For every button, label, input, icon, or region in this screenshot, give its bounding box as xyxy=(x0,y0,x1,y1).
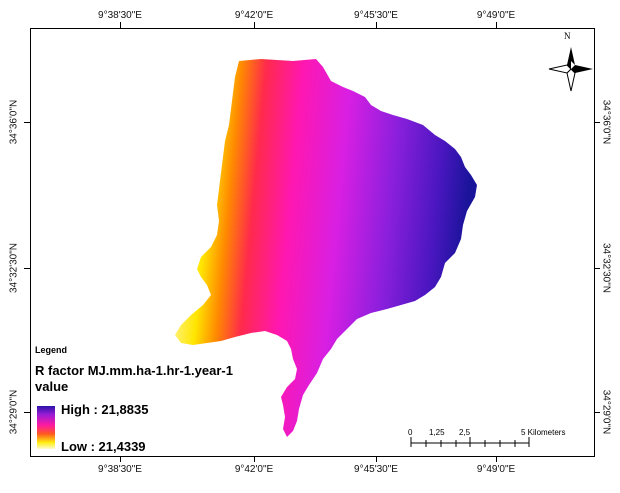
coord-top-2: 9°42'0"E xyxy=(234,10,274,21)
legend-value-label: value xyxy=(35,379,69,394)
coord-right-2: 34°32'30"N xyxy=(600,242,612,294)
scale-label-5-km: 5 Kilometers xyxy=(521,428,566,437)
north-arrow-icon xyxy=(548,47,593,92)
scale-label-1-25: 1,25 xyxy=(429,428,445,437)
scale-label-2-5: 2,5 xyxy=(459,428,471,437)
tick-bottom-3 xyxy=(376,456,377,462)
legend-high-value: High : 21,8835 xyxy=(61,402,149,417)
legend-color-ramp xyxy=(37,406,55,449)
legend-low-value: Low : 21,4339 xyxy=(61,439,146,454)
scale-label-0: 0 xyxy=(408,428,413,437)
scale-bar-graphic xyxy=(410,437,530,447)
tick-right-2 xyxy=(594,268,600,269)
watershed-polygon xyxy=(175,59,477,437)
coord-top-1: 9°38'30"E xyxy=(98,10,142,21)
tick-top-3 xyxy=(376,22,377,28)
coord-left-3: 34°29'0"N xyxy=(8,389,20,435)
legend-factor-label: R factor MJ.mm.ha-1.hr-1.year-1 value xyxy=(35,363,315,395)
legend-title: Legend xyxy=(35,345,68,355)
watershed-map xyxy=(175,47,593,447)
tick-right-3 xyxy=(594,412,600,413)
coord-bottom-4: 9°49'0"E xyxy=(476,464,516,475)
tick-top-1 xyxy=(120,22,121,28)
coord-right-1: 34°36'0"N xyxy=(600,99,612,145)
tick-bottom-4 xyxy=(496,456,497,462)
tick-top-2 xyxy=(254,22,255,28)
tick-top-4 xyxy=(496,22,497,28)
coord-bottom-3: 9°45'30"E xyxy=(354,464,398,475)
tick-bottom-1 xyxy=(120,456,121,462)
coord-bottom-1: 9°38'30"E xyxy=(98,464,142,475)
north-arrow: N xyxy=(543,31,589,93)
tick-left-1 xyxy=(24,122,30,123)
tick-bottom-2 xyxy=(254,456,255,462)
coord-left-1: 34°36'0"N xyxy=(8,99,20,145)
coord-bottom-2: 9°42'0"E xyxy=(234,464,274,475)
coord-left-2: 34°32'30"N xyxy=(8,242,20,294)
tick-left-3 xyxy=(24,412,30,413)
legend-factor-name: R factor MJ.mm.ha-1.hr-1.year-1 xyxy=(35,363,233,378)
coord-right-3: 34°29'0"N xyxy=(600,389,612,435)
north-label: N xyxy=(564,31,571,41)
coord-top-4: 9°49'0"E xyxy=(476,10,516,21)
tick-left-2 xyxy=(24,268,30,269)
map-frame: N Legend R factor MJ.mm.ha-1.hr-1.year-1… xyxy=(30,28,595,457)
coord-top-3: 9°45'30"E xyxy=(354,10,398,21)
tick-right-1 xyxy=(594,122,600,123)
